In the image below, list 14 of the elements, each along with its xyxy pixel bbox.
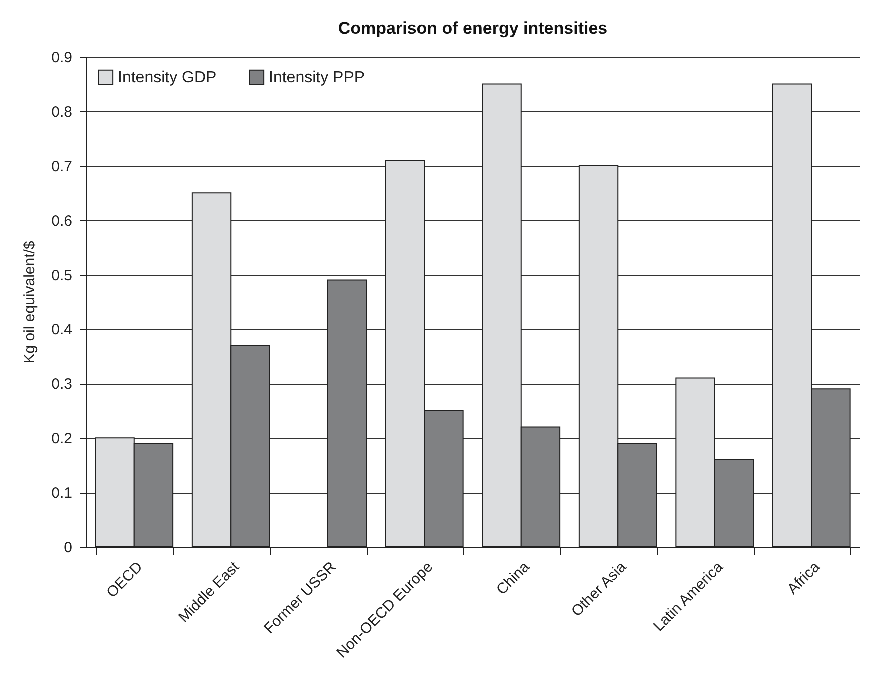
y-tick-label: 0.7	[52, 158, 72, 176]
y-tick-label: 0.1	[52, 485, 72, 502]
legend-label: Intensity PPP	[269, 69, 366, 86]
y-tick-label: 0.3	[52, 376, 72, 394]
y-tick-label: 0.5	[52, 267, 72, 284]
y-tick-label: 0.8	[52, 104, 72, 121]
chart-title: Comparison of energy intensities	[338, 19, 608, 38]
y-axis-title: Kg oil equivalent/$	[22, 240, 39, 364]
y-tick-label: 0.2	[52, 430, 72, 448]
legend-label: Intensity GDP	[118, 69, 217, 86]
y-tick-label: 0.9	[52, 50, 72, 66]
y-tick-label: 0	[64, 540, 72, 556]
y-tick-label: 0.4	[52, 322, 72, 339]
y-tick-label: 0.6	[52, 212, 72, 230]
